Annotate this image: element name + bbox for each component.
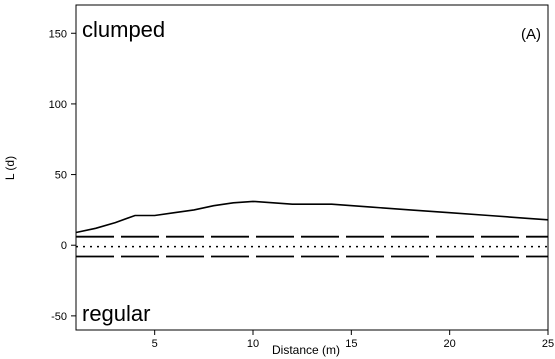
x-tick-label: 10	[247, 338, 259, 350]
panel-label: (A)	[521, 26, 541, 43]
y-tick-label: -50	[51, 311, 67, 323]
x-tick-label: 5	[152, 338, 158, 350]
y-tick-label: 150	[49, 28, 67, 40]
annotation-clumped: clumped	[82, 17, 165, 42]
x-axis-label: Distance (m)	[272, 343, 340, 357]
x-tick-label: 20	[444, 338, 456, 350]
x-tick-label: 25	[542, 338, 554, 350]
x-tick-label: 15	[345, 338, 357, 350]
series-layer	[75, 200, 549, 258]
y-tick-label: 50	[55, 170, 67, 182]
y-tick-label: 100	[49, 99, 67, 111]
plot-area	[75, 4, 549, 331]
x-axis-ticks: 5 10 15 20 25	[152, 330, 554, 350]
annotation-regular: regular	[82, 301, 150, 326]
y-axis-ticks: -50 0 50 100 150	[49, 28, 76, 323]
y-tick-label: 0	[61, 240, 67, 252]
y-axis-label: L (d)	[3, 156, 17, 180]
series-line-solid-0	[75, 200, 549, 234]
